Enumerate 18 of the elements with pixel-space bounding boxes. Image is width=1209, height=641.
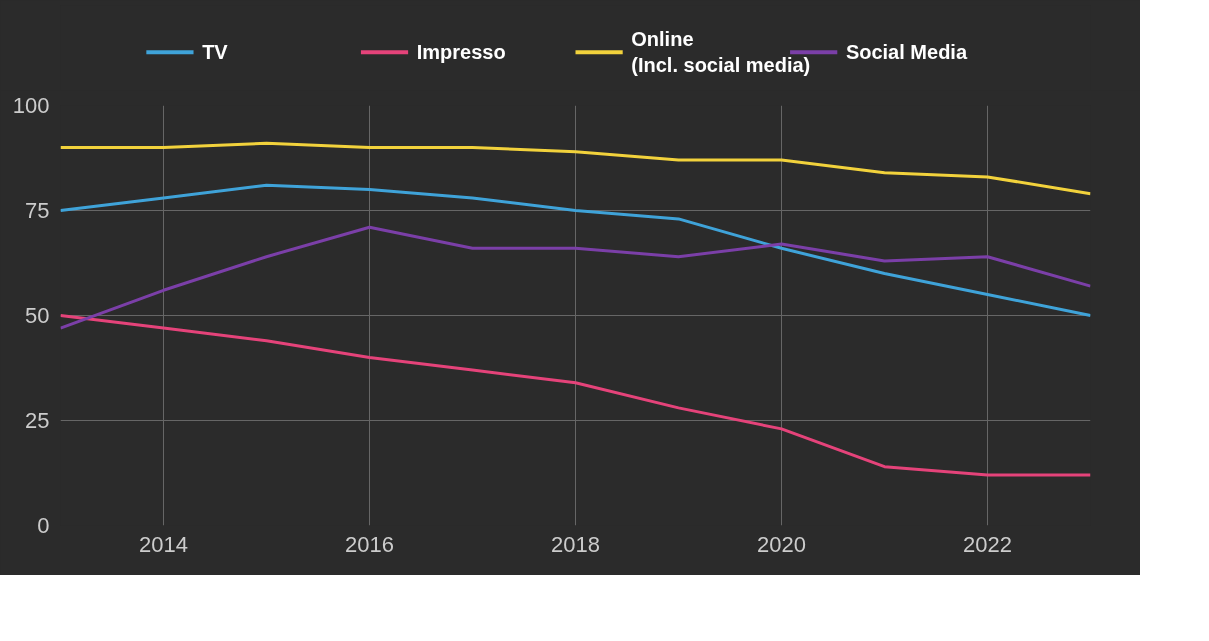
y-tick-label: 25: [25, 408, 50, 433]
x-tick-label: 2022: [963, 531, 1012, 557]
legend-label: TV: [202, 41, 229, 64]
y-tick-label: 100: [12, 93, 50, 118]
legend-label: Social Media: [845, 41, 968, 64]
x-tick-label: 2018: [551, 531, 600, 557]
line-series: [60, 225, 1091, 330]
line-series: [60, 183, 1091, 317]
y-tick-label: 50: [25, 303, 50, 328]
x-tick-label: 2020: [757, 531, 806, 557]
line-series: [60, 141, 1091, 196]
legend-label: Online (Incl. social media): [631, 28, 811, 77]
x-tick-label: 2014: [139, 531, 188, 557]
legend-label: Impresso: [416, 41, 506, 64]
y-tick-label: 75: [25, 198, 50, 223]
x-tick-label: 2016: [345, 531, 394, 557]
y-tick-label: 0: [37, 513, 50, 538]
line-series: [60, 314, 1091, 477]
